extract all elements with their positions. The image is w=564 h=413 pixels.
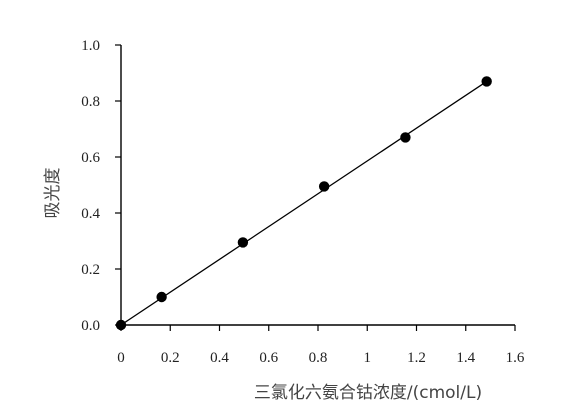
x-tick-label: 1.4 — [456, 350, 475, 366]
x-tick-label: 0.6 — [259, 350, 278, 366]
data-point — [115, 319, 127, 331]
y-tick-label: 0.2 — [81, 262, 100, 278]
y-axis-title: 吸光度 — [43, 168, 63, 219]
data-point — [318, 181, 330, 192]
data-point — [237, 237, 249, 248]
plot-area — [115, 76, 492, 331]
y-tick-label: 0.8 — [81, 94, 100, 110]
data-point — [400, 132, 411, 143]
x-tick-label: 1.2 — [407, 350, 426, 366]
x-tick-label: 0.2 — [161, 350, 180, 366]
x-tick-label: 0 — [117, 350, 125, 366]
trend-line — [120, 80, 488, 326]
data-point — [156, 291, 167, 303]
y-tick-label: 0.4 — [81, 206, 100, 222]
x-tick-label: 1.6 — [506, 350, 525, 366]
x-tick-label: 0.4 — [210, 350, 229, 366]
x-tick-label: 1 — [364, 350, 372, 366]
y-tick-label: 0.0 — [81, 318, 100, 334]
y-axis: 0.0 0.2 0.4 0.6 0.8 1.0 — [81, 38, 122, 334]
data-point — [481, 76, 492, 87]
x-axis: 0 0.2 0.4 0.6 0.8 1 1.2 1.4 1.6 — [117, 324, 525, 366]
x-tick-label: 0.8 — [309, 350, 328, 366]
x-axis-title: 三氯化六氨合钴浓度/(cmol/L) — [254, 383, 482, 403]
y-tick-label: 1.0 — [81, 38, 100, 54]
y-tick-label: 0.6 — [81, 150, 100, 166]
